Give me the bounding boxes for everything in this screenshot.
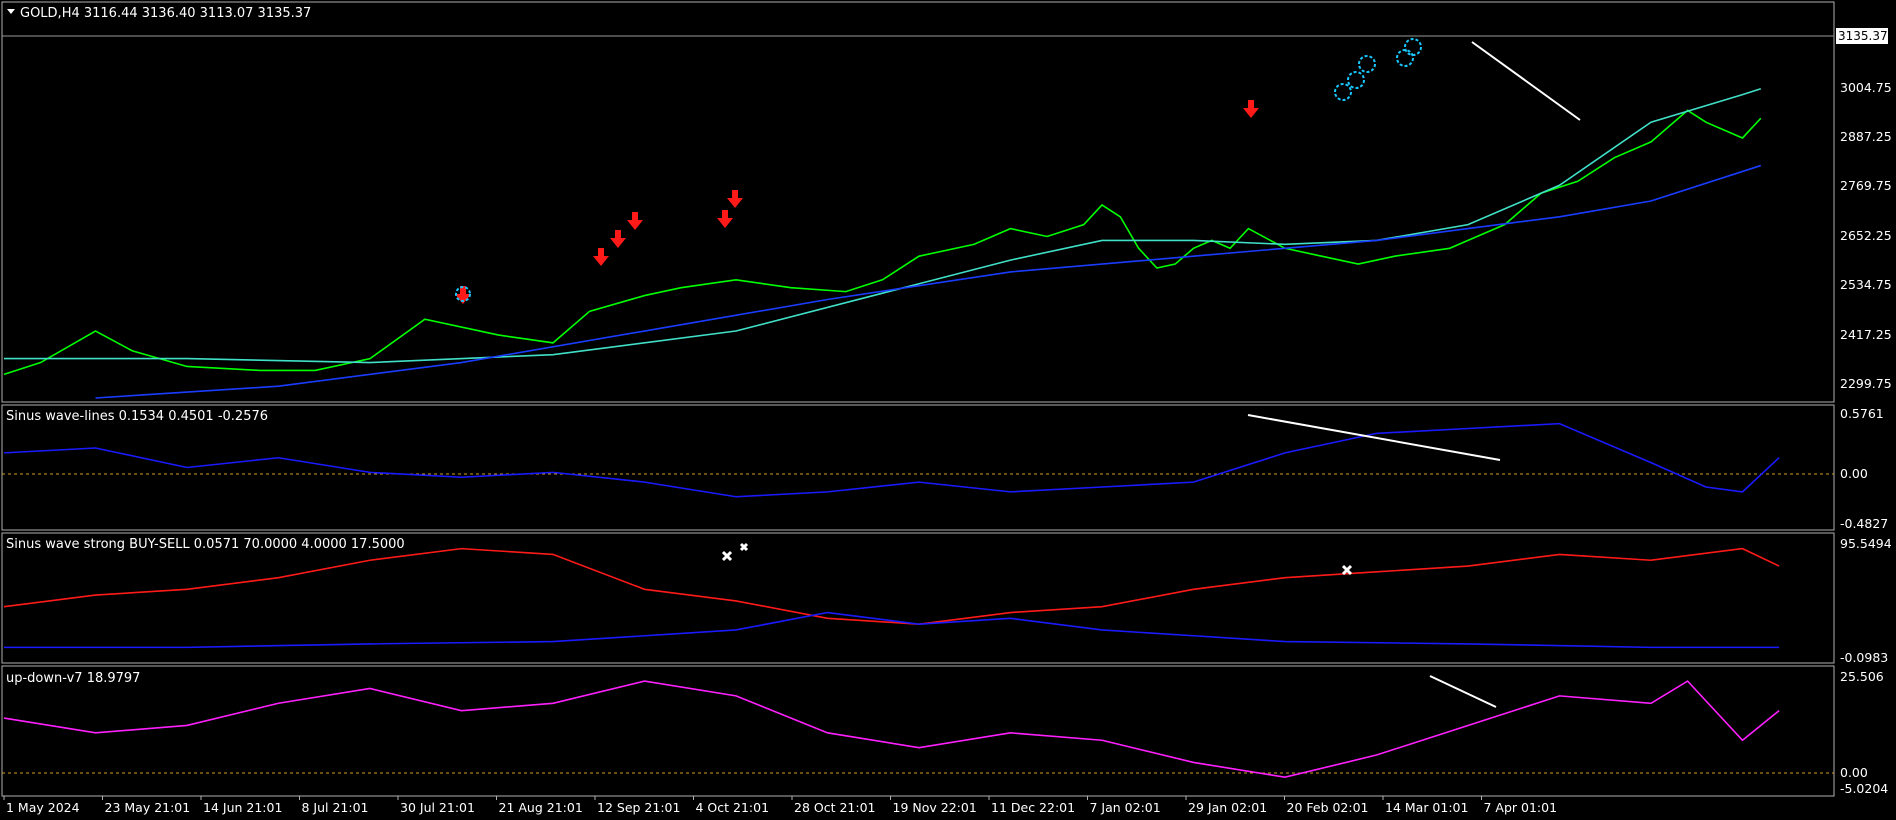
cross-icon: [739, 542, 749, 552]
buy_sell-y-tick: -0.0983: [1840, 650, 1888, 665]
signal-gear-markers: [455, 38, 1422, 302]
sell-arrow-icon: [717, 210, 733, 228]
main-series-2: [95, 164, 1762, 399]
y-axis-ticks: 3004.75 2887.25 2769.75 2652.25 2534.75 2417.…: [1840, 80, 1892, 796]
updown-series-0: [3, 680, 1780, 779]
trendline-main[interactable]: [1471, 41, 1581, 121]
signal-gear-icon: [1358, 55, 1376, 73]
x-tick-label: 7 Jan 02:01: [1090, 800, 1161, 815]
sinus_lines-y-tick: 0.00: [1840, 466, 1868, 481]
sell-arrow-icon: [610, 230, 626, 248]
x-tick-label: 14 Jun 21:01: [203, 800, 282, 815]
sell-arrow-markers: [455, 100, 1259, 304]
main-panel-label: GOLD,H4 3116.44 3136.40 3113.07 3135.37: [20, 6, 311, 21]
x-tick-label: 8 Jul 21:01: [302, 800, 369, 815]
signal-gear-icon: [1347, 71, 1365, 89]
trendline-sinus[interactable]: [1247, 414, 1501, 461]
buy_sell-y-tick: 95.5494: [1840, 536, 1892, 551]
updown-label: up-down-v7 18.9797: [6, 671, 140, 686]
updown-y-tick: 0.00: [1840, 765, 1868, 780]
main-y-tick: 2299.75: [1840, 376, 1892, 391]
x-axis-ticks: 1 May 2024 23 May 21:01 14 Jun 21:01 8 Jul …: [3, 796, 1558, 815]
updown-panel[interactable]: [1, 665, 1835, 797]
main-panel[interactable]: [1, 1, 1835, 403]
sell-arrow-icon: [1243, 100, 1259, 118]
main-y-tick: 2769.75: [1840, 178, 1892, 193]
sinus_lines-y-tick: -0.4827: [1840, 516, 1888, 531]
series-layer: [3, 87, 1780, 779]
trendline-updown[interactable]: [1429, 675, 1497, 708]
signal-gear-icon: [1404, 38, 1422, 56]
cross-markers: [721, 542, 1353, 576]
cross-icon: [1341, 564, 1353, 576]
dropdown-triangle-icon[interactable]: [7, 9, 15, 14]
x-tick-label: 4 Oct 21:01: [696, 800, 770, 815]
x-tick-label: 29 Jan 02:01: [1188, 800, 1267, 815]
x-tick-label: 30 Jul 21:01: [400, 800, 475, 815]
sinus-lines-label: Sinus wave-lines 0.1534 0.4501 -0.2576: [6, 409, 268, 424]
x-tick-label: 1 May 2024: [6, 800, 80, 815]
x-tick-label: 19 Nov 22:01: [893, 800, 977, 815]
x-tick-label: 7 Apr 01:01: [1484, 800, 1558, 815]
main-y-tick: 2534.75: [1840, 277, 1892, 292]
sell-arrow-icon: [593, 248, 609, 266]
main-y-tick: 2652.25: [1840, 228, 1892, 243]
current-price-label: 3135.37: [1838, 29, 1888, 43]
sell-arrow-icon: [455, 286, 471, 304]
buy-sell-label: Sinus wave strong BUY-SELL 0.0571 70.000…: [6, 537, 405, 552]
main-y-tick: 2417.25: [1840, 327, 1892, 342]
x-tick-label: 21 Aug 21:01: [499, 800, 583, 815]
x-tick-label: 11 Dec 22:01: [991, 800, 1075, 815]
buy-sell-panel[interactable]: [1, 532, 1835, 664]
x-tick-label: 14 Mar 01:01: [1385, 800, 1468, 815]
cross-icon: [721, 550, 733, 562]
current-price-box: [1836, 28, 1888, 44]
main-y-tick: 3004.75: [1840, 80, 1892, 95]
main-series-1: [4, 87, 1762, 364]
signal-gear-icon: [1334, 83, 1352, 101]
sell-arrow-icon: [727, 190, 743, 208]
sell-arrow-icon: [627, 212, 643, 230]
x-tick-label: 23 May 21:01: [105, 800, 191, 815]
updown-y-tick: 25.506: [1840, 669, 1884, 684]
x-tick-label: 28 Oct 21:01: [794, 800, 876, 815]
sinus_lines-series-0: [3, 422, 1780, 498]
x-tick-label: 12 Sep 21:01: [597, 800, 680, 815]
main-y-tick: 2887.25: [1840, 129, 1892, 144]
signal-gear-icon: [455, 286, 471, 302]
sinus_lines-y-tick: 0.5761: [1840, 406, 1884, 421]
updown-y-tick: -5.0204: [1840, 781, 1888, 796]
x-tick-label: 20 Feb 02:01: [1287, 800, 1369, 815]
buy_sell-series-1: [4, 611, 1780, 649]
